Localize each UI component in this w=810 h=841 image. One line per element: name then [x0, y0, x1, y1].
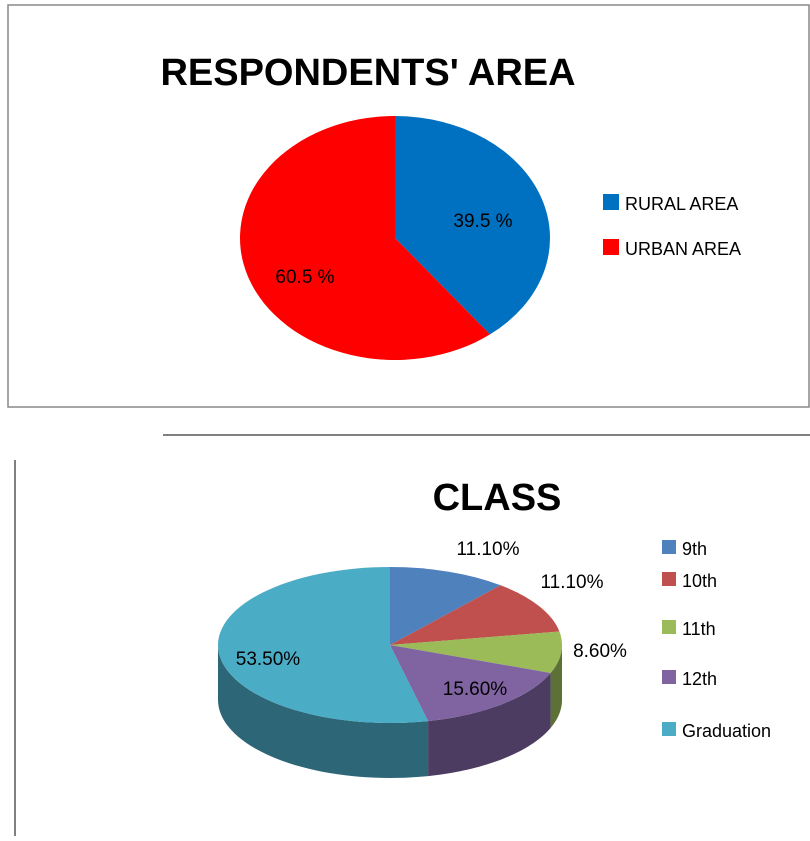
data-label: 11.10%: [540, 572, 603, 593]
chart-title: CLASS: [433, 477, 562, 519]
legend-swatch: [662, 540, 676, 554]
data-label: 53.50%: [236, 649, 301, 670]
pie-slice: [218, 567, 429, 723]
legend-label: 10th: [682, 571, 717, 591]
legend-label: 11th: [682, 619, 716, 639]
legend-swatch: [662, 572, 676, 586]
legend-label: 9th: [682, 539, 707, 559]
legend-label: Graduation: [682, 721, 771, 741]
pie-slice: [390, 631, 562, 673]
legend-swatch: [662, 670, 676, 684]
data-label: 15.60%: [443, 679, 508, 700]
legend-label: RURAL AREA: [625, 194, 738, 214]
data-label: 39.5 %: [453, 211, 512, 232]
legend-swatch: [603, 239, 619, 255]
pie-slice: [390, 567, 501, 645]
slice-side: [550, 645, 562, 728]
pie-slice: [395, 116, 550, 335]
data-label: 8.60%: [573, 641, 627, 662]
legend-label: 12th: [682, 669, 717, 689]
legend-swatch: [603, 194, 619, 210]
data-label: 11.10%: [456, 539, 519, 560]
pie-slice: [390, 645, 551, 722]
data-label: 60.5 %: [275, 267, 334, 288]
legend-label: URBAN AREA: [625, 239, 741, 259]
legend-swatch: [662, 620, 676, 634]
pie-slice: [239, 116, 491, 360]
slice-side: [428, 672, 551, 777]
legend-swatch: [662, 722, 676, 736]
slice-side: [218, 645, 429, 778]
chart-title: RESPONDENTS' AREA: [160, 52, 575, 94]
pie-slice: [390, 585, 560, 645]
